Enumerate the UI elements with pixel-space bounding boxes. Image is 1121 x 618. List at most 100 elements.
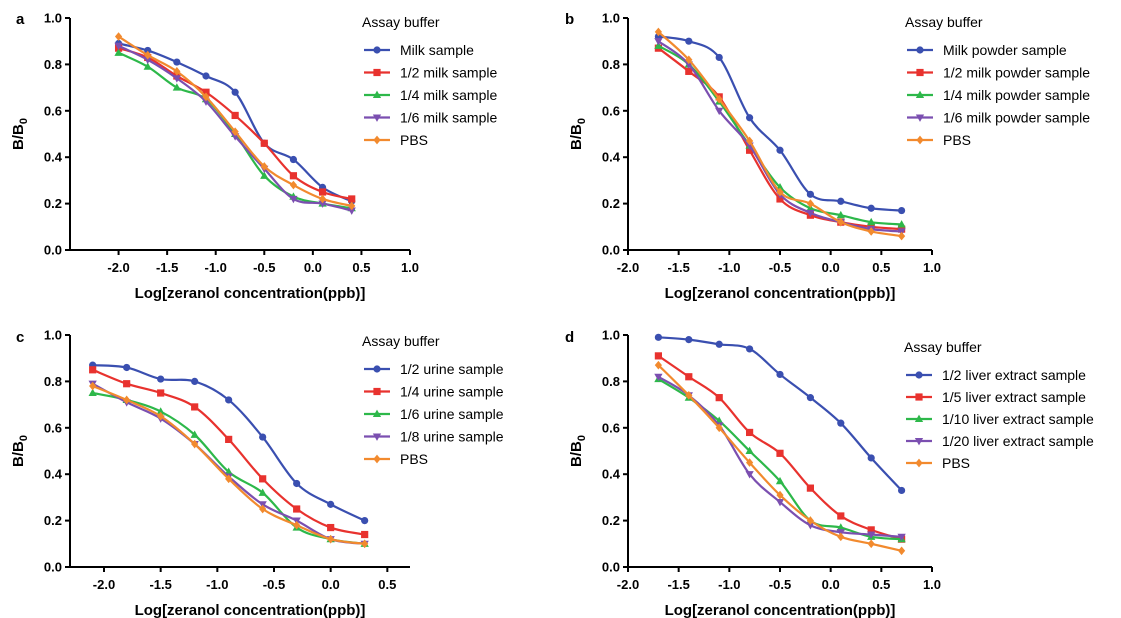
legend: Assay buffer 1/2 liver extract sample 1/5 … [904,339,1094,471]
data-point [836,523,845,531]
series-5 [89,381,369,549]
data-point [259,475,267,483]
series-line [657,364,902,552]
legend-label: PBS [400,132,428,148]
data-point [144,46,152,55]
data-point [114,42,123,51]
data-point [654,333,663,341]
legend-item: Milk powder sample [907,42,1067,58]
y-tick-label: 0.2 [44,513,62,528]
data-point [685,55,693,65]
x-tick-label: -0.5 [253,260,275,275]
x-tick-label: -2.0 [617,577,639,592]
data-point [361,530,369,539]
data-point [898,206,906,215]
data-point [144,50,152,60]
legend-label: 1/2 urine sample [400,361,504,377]
y-tick-label: 0.8 [602,57,620,72]
legend-item: PBS [364,451,428,467]
data-point [745,471,754,479]
y-tick-label: 0.4 [602,150,621,165]
data-point [715,394,723,402]
data-point [191,377,199,385]
y-tick-label: 0.2 [44,196,62,211]
legend-label: 1/6 urine sample [400,406,504,422]
data-point [191,403,199,411]
data-point [123,395,131,405]
legend-label: 1/4 milk powder sample [943,87,1090,103]
data-point [746,428,754,437]
legend-marker [915,114,925,122]
legend-marker [915,90,925,99]
series-1 [114,39,356,205]
data-point [318,194,327,204]
legend-item: 1/5 liver extract sample [906,389,1086,405]
x-tick-label: -1.0 [718,260,740,275]
data-point [225,396,233,404]
data-point [654,352,662,360]
x-tick-label: 0.0 [822,577,840,592]
data-point [654,373,663,382]
series-line [92,368,365,536]
data-point [685,391,693,400]
legend-marker [372,433,382,441]
data-point [837,217,845,227]
x-tick-label: -0.5 [263,577,285,592]
legend-label: PBS [942,455,970,471]
legend: Assay buffer 1/2 urine sample 1/4 urine sa… [362,333,504,467]
data-point [231,111,239,120]
legend-marker [373,387,381,396]
series-1 [654,32,906,215]
data-point [293,505,301,513]
series-line [658,336,903,492]
data-point [776,370,784,379]
y-tick-label: 0.4 [44,150,63,165]
legend-marker [373,135,381,145]
data-point [89,366,97,374]
series-1 [654,333,906,495]
y-tick-label: 0.8 [44,374,62,389]
legend-marker [914,437,924,446]
data-point [867,217,876,226]
data-point [361,539,369,549]
series-line [118,42,353,203]
x-tick-label: -1.5 [667,577,689,592]
series-2 [654,44,906,233]
data-point [318,200,327,208]
data-point [867,539,875,549]
data-point [293,479,301,488]
series-2 [89,366,369,539]
x-tick-label: -1.0 [206,577,228,592]
data-point [715,340,723,348]
y-tick-label: 0.6 [44,103,62,118]
data-point [123,363,131,372]
x-tick-label: 1.0 [401,260,419,275]
y-tick-label: 0.4 [44,467,63,482]
data-point [806,209,815,218]
legend-label: PBS [943,132,971,148]
x-tick-label: 0.0 [822,260,840,275]
panel-letter: c [16,329,24,346]
data-point [157,375,165,383]
data-point [143,56,152,65]
legend-marker [372,409,382,418]
data-point [836,210,845,219]
data-point [806,190,815,198]
data-point [327,534,335,544]
legend-marker [373,68,381,77]
series-line [657,354,902,541]
data-point [348,195,356,203]
data-point [837,512,845,520]
data-point [776,449,784,457]
data-point [88,388,97,397]
legend-marker [916,135,924,145]
data-point [897,533,906,542]
data-point [143,62,152,70]
data-point [746,458,754,467]
chart-panel-d: d 0.0 0.2 0.4 0.6 0.8 1.0 -2.0 -1.5 -1.0 -0.5 0.0 0.… [565,328,1094,618]
data-point [776,187,784,197]
data-point [775,498,785,507]
x-tick-label: 0.5 [352,260,370,275]
x-tick-label: -0.5 [769,260,791,275]
series-3 [88,388,369,547]
